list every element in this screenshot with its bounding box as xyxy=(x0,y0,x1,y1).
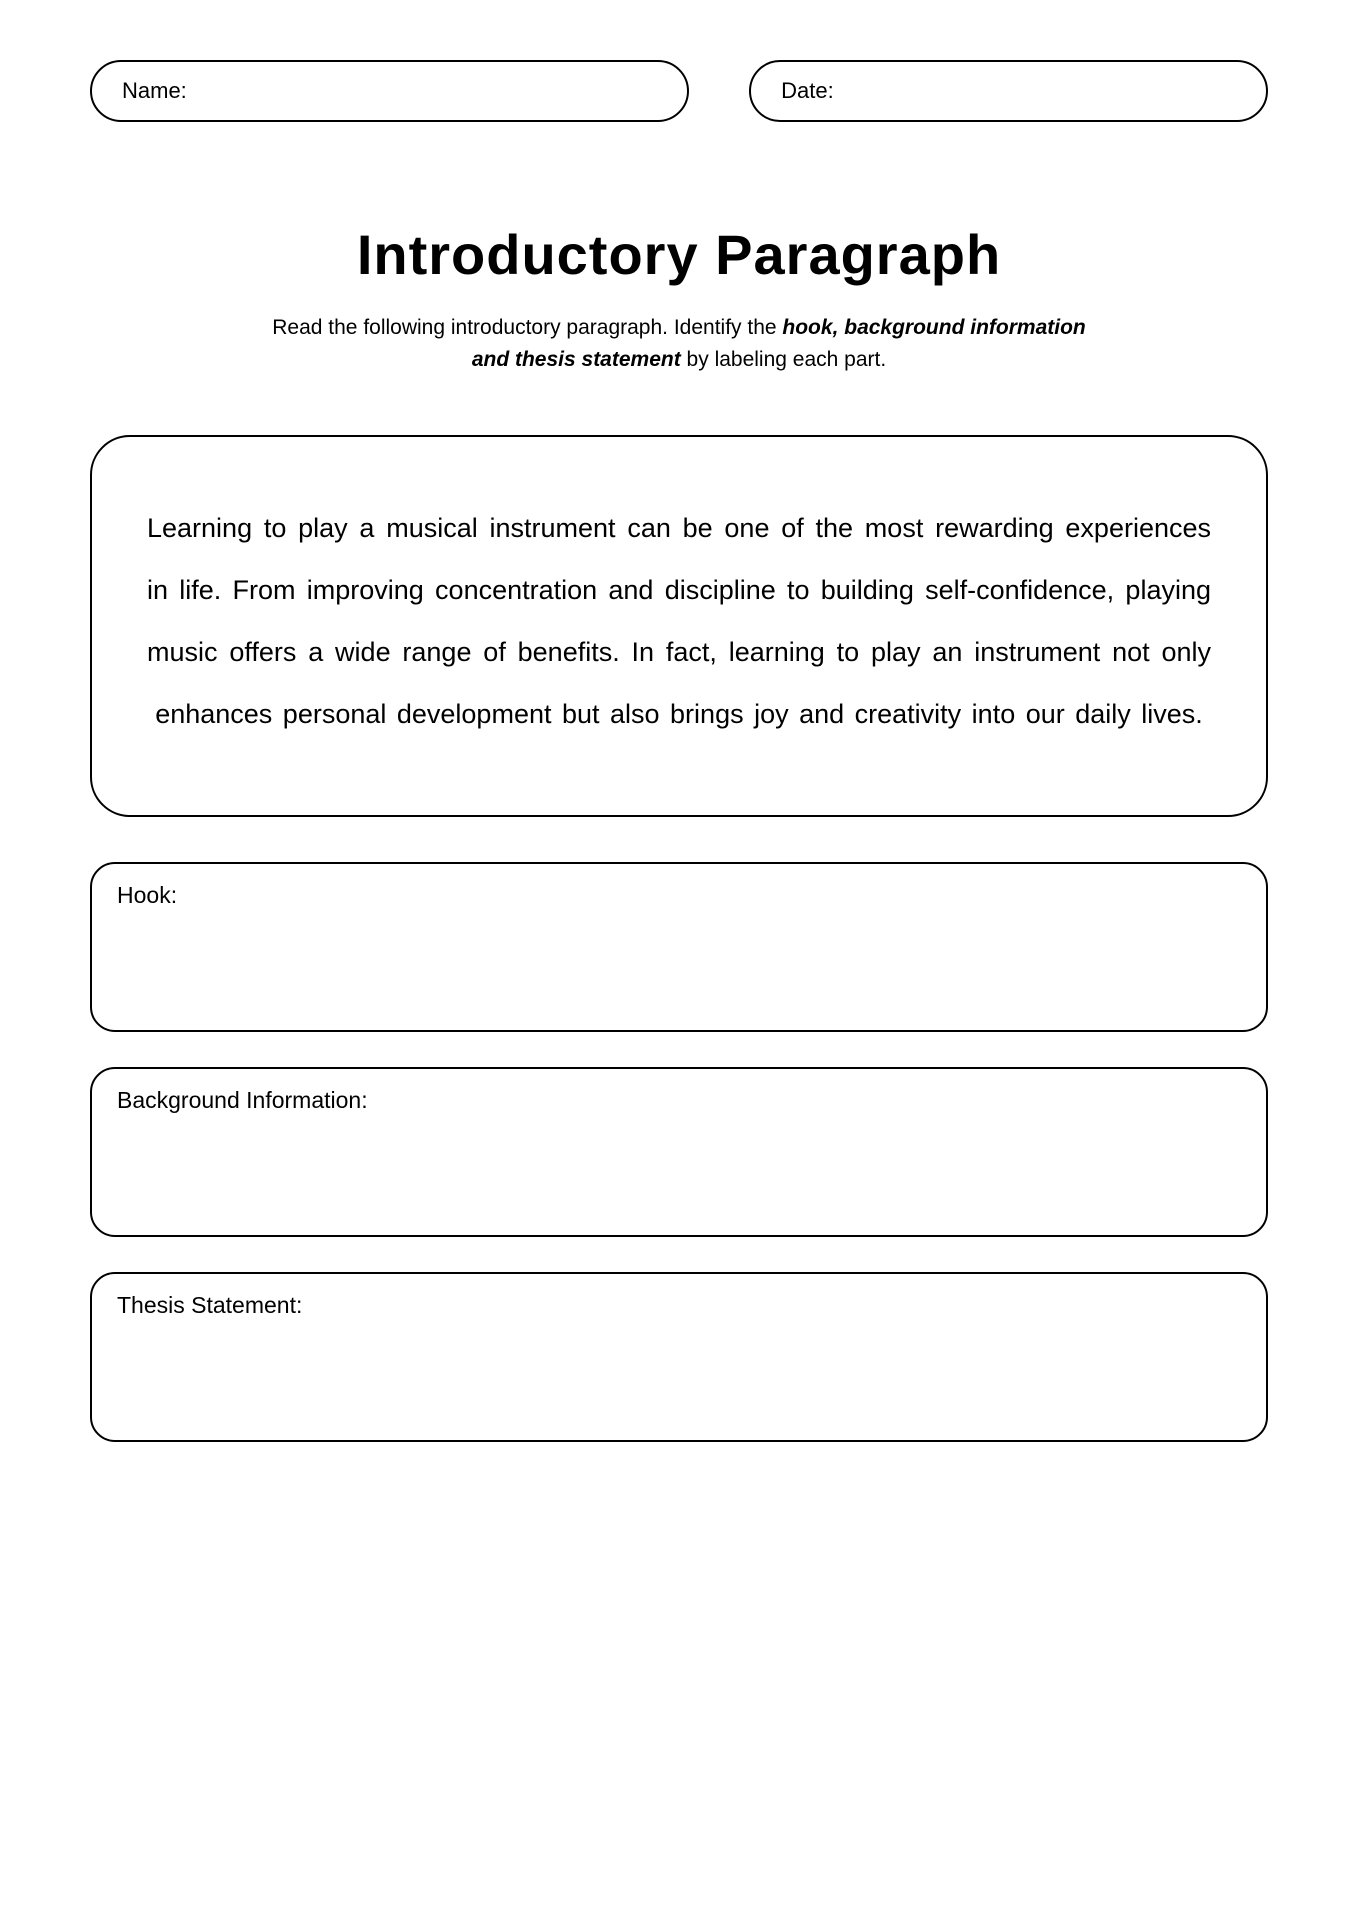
date-label: Date: xyxy=(781,78,834,103)
page-title: Introductory Paragraph xyxy=(90,222,1268,287)
hook-answer-box[interactable]: Hook: xyxy=(90,862,1268,1032)
date-field[interactable]: Date: xyxy=(749,60,1268,122)
instructions-suffix: by labeling each part. xyxy=(681,348,886,371)
background-answer-box[interactable]: Background Information: xyxy=(90,1067,1268,1237)
instructions-prefix: Read the following introductory paragrap… xyxy=(272,316,782,339)
header-row: Name: Date: xyxy=(90,60,1268,122)
name-label: Name: xyxy=(122,78,187,103)
name-field[interactable]: Name: xyxy=(90,60,689,122)
paragraph-box: Learning to play a musical instrument ca… xyxy=(90,435,1268,817)
instructions: Read the following introductory paragrap… xyxy=(254,312,1104,375)
background-label: Background Information: xyxy=(117,1087,368,1113)
thesis-answer-box[interactable]: Thesis Statement: xyxy=(90,1272,1268,1442)
hook-label: Hook: xyxy=(117,882,177,908)
thesis-label: Thesis Statement: xyxy=(117,1292,302,1318)
paragraph-text: Learning to play a musical instrument ca… xyxy=(147,497,1211,745)
